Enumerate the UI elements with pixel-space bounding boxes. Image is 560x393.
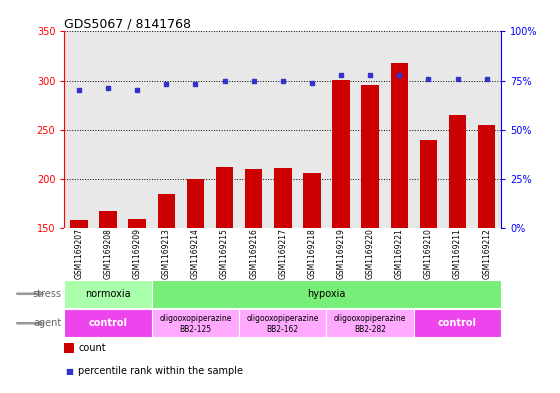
Bar bbox=[157, 193, 175, 228]
Bar bbox=[152, 280, 501, 308]
Text: ■: ■ bbox=[66, 367, 73, 376]
Bar bbox=[274, 168, 292, 228]
Text: oligooxopiperazine: oligooxopiperazine bbox=[246, 314, 319, 323]
Bar bbox=[478, 125, 496, 228]
Bar bbox=[245, 169, 263, 228]
Text: GSM1169209: GSM1169209 bbox=[133, 228, 142, 279]
Text: GSM1169216: GSM1169216 bbox=[249, 228, 258, 279]
Text: hypoxia: hypoxia bbox=[307, 289, 346, 299]
Text: GSM1169213: GSM1169213 bbox=[162, 228, 171, 279]
Text: GDS5067 / 8141768: GDS5067 / 8141768 bbox=[64, 17, 192, 30]
Text: GSM1169219: GSM1169219 bbox=[337, 228, 346, 279]
Text: control: control bbox=[438, 318, 477, 328]
Bar bbox=[64, 309, 152, 337]
Bar bbox=[449, 115, 466, 228]
Text: GSM1169214: GSM1169214 bbox=[191, 228, 200, 279]
Text: agent: agent bbox=[34, 318, 62, 328]
Text: GSM1169211: GSM1169211 bbox=[453, 228, 462, 279]
Bar bbox=[70, 220, 88, 228]
Bar bbox=[419, 140, 437, 228]
Bar bbox=[361, 85, 379, 228]
Bar bbox=[390, 63, 408, 228]
Bar bbox=[186, 179, 204, 228]
Bar bbox=[326, 309, 414, 337]
Text: GSM1169212: GSM1169212 bbox=[482, 228, 491, 279]
Text: percentile rank within the sample: percentile rank within the sample bbox=[78, 366, 244, 376]
Bar bbox=[414, 309, 501, 337]
Text: normoxia: normoxia bbox=[85, 289, 131, 299]
Bar bbox=[303, 173, 321, 228]
Bar bbox=[216, 167, 234, 228]
Text: BB2-125: BB2-125 bbox=[179, 325, 212, 334]
Bar bbox=[152, 309, 239, 337]
Text: count: count bbox=[78, 343, 106, 353]
Bar bbox=[239, 309, 326, 337]
Text: GSM1169218: GSM1169218 bbox=[307, 228, 316, 279]
Text: GSM1169207: GSM1169207 bbox=[74, 228, 83, 279]
Text: oligooxopiperazine: oligooxopiperazine bbox=[334, 314, 407, 323]
Bar bbox=[64, 280, 152, 308]
Text: GSM1169208: GSM1169208 bbox=[104, 228, 113, 279]
Text: stress: stress bbox=[32, 289, 62, 299]
Text: BB2-162: BB2-162 bbox=[267, 325, 299, 334]
Bar bbox=[99, 211, 117, 228]
Text: oligooxopiperazine: oligooxopiperazine bbox=[159, 314, 232, 323]
Text: GSM1169221: GSM1169221 bbox=[395, 228, 404, 279]
Text: control: control bbox=[88, 318, 128, 328]
Text: GSM1169210: GSM1169210 bbox=[424, 228, 433, 279]
Bar bbox=[128, 219, 146, 228]
Text: GSM1169215: GSM1169215 bbox=[220, 228, 229, 279]
Bar bbox=[332, 79, 350, 228]
Text: BB2-282: BB2-282 bbox=[354, 325, 386, 334]
Text: GSM1169217: GSM1169217 bbox=[278, 228, 287, 279]
Text: GSM1169220: GSM1169220 bbox=[366, 228, 375, 279]
